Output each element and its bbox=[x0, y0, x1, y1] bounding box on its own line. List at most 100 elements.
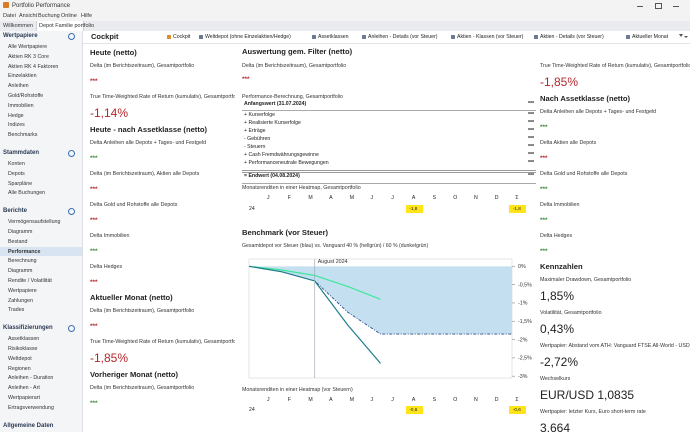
widget-value: *** bbox=[90, 279, 98, 286]
tab[interactable]: Depot Familie portfolio bbox=[39, 23, 95, 29]
widget-label: Delta (im Berichtszeitraum), Gesamtportf… bbox=[90, 308, 195, 314]
table-cell: *** bbox=[528, 160, 535, 166]
sidebar-heading[interactable]: Wertpapiere bbox=[3, 33, 38, 39]
heatmap-column: D bbox=[494, 195, 499, 201]
toolbar-button[interactable]: Anleihen - Details (vor Steuer) bbox=[368, 34, 438, 40]
menu-item[interactable]: Ansicht bbox=[19, 13, 38, 19]
widget-label: Wertpapier: Abstand vom ATH: Vanguard FT… bbox=[540, 343, 690, 349]
widget-heading: Heute (netto) bbox=[90, 48, 137, 57]
toolbar-button[interactable]: Weltdepot (ohne Einzelaktien/Hedge) bbox=[205, 34, 291, 40]
sidebar-item[interactable]: Rendite / Volatilität bbox=[8, 278, 52, 284]
sidebar-item[interactable]: Indizes bbox=[8, 122, 25, 129]
heatmap-column: O bbox=[453, 195, 458, 201]
widget-value: -1,85% bbox=[540, 75, 579, 89]
toolbar-button[interactable]: Cockpit bbox=[173, 34, 191, 40]
widget-value: *** bbox=[540, 217, 548, 224]
toolbar-button[interactable]: Aktien - Klassen (vor Steuer) bbox=[457, 34, 524, 40]
toolbar-icon bbox=[167, 34, 171, 39]
sidebar-item[interactable]: Einzelaktien bbox=[8, 73, 37, 80]
sidebar-item[interactable]: Trades bbox=[8, 307, 25, 314]
sidebar-item[interactable]: Aktien RK 4 Faktoren bbox=[8, 63, 59, 70]
sidebar-heading[interactable]: Klassifizierungen bbox=[3, 325, 53, 332]
window-control bbox=[655, 3, 662, 9]
widget-label: Wechselkurs bbox=[540, 376, 571, 382]
table-cell: Anfangswert (31.07.2024) bbox=[244, 101, 307, 107]
menu-item[interactable]: Buchung bbox=[38, 13, 60, 19]
menu-item[interactable]: Online bbox=[61, 13, 77, 19]
sidebar-item[interactable]: Anleihen bbox=[8, 83, 29, 90]
heatmap-title: Monatsrenditen in einer Heatmap, Gesamtp… bbox=[242, 185, 361, 191]
sidebar-item[interactable]: Diagramm bbox=[8, 268, 33, 275]
widget-value: *** bbox=[540, 248, 548, 255]
heatmap-column: M bbox=[349, 195, 355, 201]
widget-heading: Vorheriger Monat (netto) bbox=[90, 370, 179, 379]
sidebar-item[interactable]: Hedge bbox=[8, 112, 24, 119]
toolbar-button[interactable]: Aktien - Details (vor Steuer) bbox=[540, 34, 604, 40]
sidebar-item[interactable]: Benchmarks bbox=[8, 132, 38, 139]
sidebar-item[interactable]: Anleihen - Duration bbox=[8, 375, 54, 382]
sidebar-item[interactable]: Vermögensaufstellung bbox=[8, 219, 61, 226]
sidebar-item[interactable]: Alle Buchungen bbox=[8, 190, 46, 197]
heatmap-column: A bbox=[329, 397, 333, 403]
table-cell: - Steuern bbox=[244, 144, 266, 150]
sidebar-item[interactable]: Wertpapiere bbox=[8, 287, 37, 294]
toolbar-button[interactable]: Assetklassen bbox=[318, 34, 349, 40]
active-tab[interactable] bbox=[36, 21, 84, 31]
widget-label: Maximaler Drawdown, Gesamtportfolio bbox=[540, 277, 632, 283]
table-rule bbox=[242, 170, 536, 173]
sidebar-item[interactable]: Zahlungen bbox=[8, 297, 34, 304]
sidebar-item[interactable]: Diagramm bbox=[8, 229, 33, 235]
sidebar-item[interactable]: Risikoklasse bbox=[8, 346, 38, 352]
menu-item[interactable]: Datei bbox=[3, 13, 16, 19]
table-cell: = Endwert (04.08.2024) bbox=[244, 173, 300, 179]
heatmap-column: N bbox=[474, 195, 478, 201]
sidebar-item[interactable]: Immobilien bbox=[8, 102, 34, 109]
chart-subtitle: Gesamtdepot vor Steuer (blau) vs. Vangua… bbox=[242, 243, 429, 249]
sidebar-item[interactable]: Alle Wertpapiere bbox=[8, 44, 48, 50]
heatmap-column: J bbox=[370, 195, 374, 201]
widget-label: Performance-Berechnung, Gesamtportfolio bbox=[242, 94, 343, 100]
sidebar-item[interactable]: Assetklassen bbox=[8, 336, 40, 343]
sidebar-item[interactable]: Berechnung bbox=[8, 258, 37, 265]
widget-value: *** bbox=[90, 155, 98, 162]
sidebar-item[interactable]: Ertragsverwendung bbox=[8, 404, 54, 411]
widget-label: Delta Anleihen alle Depots + Tages- und … bbox=[90, 140, 207, 146]
widget-label: Delta Immobilien bbox=[90, 233, 130, 239]
sidebar-item[interactable]: Wertpapierart bbox=[8, 395, 40, 401]
widget-label: Delta Immobilien bbox=[540, 202, 580, 208]
heatmap-column: M bbox=[308, 195, 313, 201]
selected-row bbox=[0, 247, 82, 257]
sidebar-item[interactable]: Weltdepot bbox=[8, 355, 32, 362]
add-icon bbox=[68, 208, 75, 216]
tab[interactable]: Willkommen bbox=[3, 23, 33, 29]
sidebar-heading[interactable]: Allgemeine Daten bbox=[3, 422, 54, 429]
sidebar-item[interactable]: Anleihen - Art bbox=[8, 385, 40, 392]
sidebar-item[interactable]: Aktien RK 3 Core bbox=[8, 53, 49, 60]
sidebar-item[interactable]: Bestand bbox=[8, 238, 28, 245]
toolbar-icon bbox=[199, 34, 203, 39]
widget-label: True Time-Weighted Rate of Return (kumul… bbox=[540, 63, 690, 69]
toolbar-button[interactable]: Aktueller Monat bbox=[632, 34, 669, 40]
heatmap-column: O bbox=[453, 397, 458, 403]
heatmap-row-label: 24 bbox=[249, 407, 255, 413]
series-area bbox=[249, 266, 512, 335]
sidebar-item[interactable]: Regionen bbox=[8, 365, 31, 372]
heatmap-column: F bbox=[287, 397, 291, 403]
widget-label: Wertpapier: letzter Kurs, Euro short-ter… bbox=[540, 409, 646, 415]
page-title: Cockpit bbox=[91, 31, 119, 41]
sidebar-item[interactable]: Gold/Rohstoffe bbox=[8, 93, 44, 99]
heatmap-column: M bbox=[349, 397, 355, 403]
sidebar-item[interactable]: Konten bbox=[8, 161, 25, 167]
widget-label: Delta (im Berichtszeitraum), Gesamtportf… bbox=[90, 63, 195, 69]
table-cell: *** bbox=[528, 144, 535, 150]
sidebar-item[interactable]: Sparpläne bbox=[8, 180, 33, 187]
sidebar-item[interactable]: Depots bbox=[8, 170, 25, 177]
sidebar-heading[interactable]: Berichte bbox=[3, 208, 28, 215]
sidebar-item[interactable]: Performance bbox=[8, 248, 41, 255]
widget-value: *** bbox=[540, 186, 548, 193]
widget-value: -1,85% bbox=[90, 351, 129, 365]
sidebar-heading[interactable]: Stammdaten bbox=[3, 150, 40, 156]
widget-label: Delta Hedges bbox=[540, 233, 573, 239]
widget-column: Heute (netto) Delta (im Berichtszeitraum)… bbox=[90, 46, 235, 432]
menu-item[interactable]: Hilfe bbox=[81, 13, 93, 19]
